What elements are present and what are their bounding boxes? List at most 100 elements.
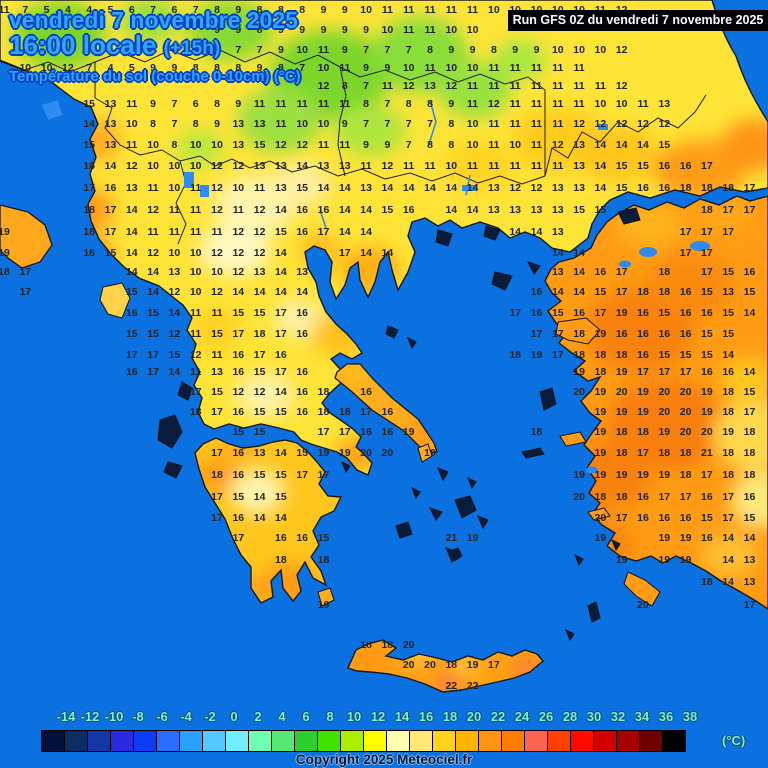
temp-value: 18	[211, 469, 223, 481]
temp-value: 13	[275, 160, 287, 172]
temp-value: 10	[594, 44, 607, 56]
temp-value: 18	[338, 406, 351, 418]
temp-value: 13	[168, 266, 181, 278]
temp-value: 19	[615, 406, 628, 418]
temp-value: 16	[296, 204, 309, 216]
temp-value: 8	[214, 4, 220, 16]
temp-value: 14	[275, 204, 287, 216]
temp-value: 21	[701, 447, 713, 459]
temp-value: 13	[104, 118, 117, 130]
temp-value: 10	[445, 62, 458, 74]
temp-value: 12	[573, 118, 585, 130]
temp-value: 13	[743, 554, 756, 566]
temp-value: 19	[679, 532, 692, 544]
cyclades-islet	[411, 486, 421, 500]
temp-value: 9	[469, 44, 476, 56]
samothrace-island	[483, 225, 501, 241]
temp-value: 11	[403, 160, 415, 172]
temp-value: 10	[168, 160, 181, 172]
legend-tick: 4	[278, 709, 286, 724]
dodecanese-islet	[611, 538, 621, 552]
temp-value: 5	[107, 4, 114, 16]
legend-swatch	[616, 730, 640, 752]
temp-value: 15	[701, 512, 713, 524]
temp-value: 14	[253, 512, 266, 524]
temp-value: 5	[128, 62, 135, 74]
temp-value: 15	[743, 286, 756, 298]
temp-value: 14	[360, 247, 372, 259]
legend-swatch	[64, 730, 88, 752]
temp-value: 16	[296, 386, 309, 398]
temp-value: 15	[275, 226, 287, 238]
temp-value: 17	[594, 307, 607, 319]
temp-value: 10	[189, 286, 202, 298]
temp-value: 18	[743, 447, 756, 459]
temp-value: 12	[402, 80, 415, 92]
temp-value: 13	[551, 266, 564, 278]
temp-value: 17	[253, 349, 266, 361]
temp-value: 11	[467, 160, 479, 172]
temp-value: 9	[150, 98, 157, 110]
temp-value: 7	[192, 4, 199, 16]
temp-value: 13	[551, 226, 564, 238]
temp-value: 12	[253, 226, 266, 238]
temp-value: 14	[338, 204, 351, 216]
temp-value: 14	[253, 491, 266, 503]
temp-value: 11	[530, 118, 543, 130]
temp-value: 8	[490, 44, 497, 56]
legend-swatch	[547, 730, 571, 752]
temp-value: 11	[488, 118, 500, 130]
temp-value: 20	[573, 386, 585, 398]
kythira-island	[317, 587, 335, 607]
temp-value: 13	[338, 160, 351, 172]
temp-value: 11	[296, 98, 308, 110]
temp-value: 8	[256, 4, 263, 16]
temp-value: 18	[83, 226, 96, 238]
temp-value: 14	[722, 554, 735, 566]
kos-island	[587, 507, 611, 521]
temp-value: 19	[0, 226, 10, 238]
temp-value: 19	[530, 349, 543, 361]
ikaria-island	[521, 447, 545, 459]
temp-value: 13	[253, 118, 266, 130]
temp-value: 15	[253, 139, 266, 151]
temp-value: 15	[551, 307, 564, 319]
temp-value: 9	[363, 62, 370, 74]
legend-tick: 2	[254, 709, 262, 724]
temp-value: 16	[615, 328, 628, 340]
temp-value: 15	[743, 512, 756, 524]
legend-swatch	[133, 730, 157, 752]
temp-value: 14	[722, 349, 735, 361]
legend-swatch	[478, 730, 502, 752]
temp-value: 7	[384, 118, 391, 130]
temp-value: 8	[405, 98, 412, 110]
temp-value: 10	[402, 62, 415, 74]
temp-value: 13	[360, 182, 372, 194]
temp-value: 8	[363, 98, 370, 110]
temp-value: 15	[253, 406, 266, 418]
temp-value: 16	[722, 366, 735, 378]
temp-value: 19	[615, 469, 628, 481]
temp-value: 19	[658, 469, 671, 481]
lefkada-island	[177, 381, 193, 401]
temp-value: 16	[637, 328, 649, 340]
temp-value: 17	[701, 226, 713, 238]
temp-value: 9	[341, 44, 348, 56]
temp-value: 18	[317, 406, 330, 418]
temp-value: 16	[232, 512, 245, 524]
temp-value: 11	[424, 4, 436, 16]
temp-value: 11	[509, 62, 521, 74]
legend-tick: 18	[442, 709, 458, 724]
temp-value: 10	[296, 44, 309, 56]
temp-value: 13	[509, 204, 522, 216]
zakynthos-island	[163, 461, 183, 479]
temp-value: 20	[679, 426, 692, 438]
temp-value: 15	[594, 204, 607, 216]
time-title: 16:00 locale (+15h)	[9, 30, 221, 60]
marmara-island	[617, 207, 641, 225]
legend-swatch	[524, 730, 548, 752]
temp-value: 19	[594, 426, 607, 438]
temp-value: 9	[363, 139, 370, 151]
temp-value: 18	[637, 426, 649, 438]
temp-value: 17	[104, 226, 117, 238]
